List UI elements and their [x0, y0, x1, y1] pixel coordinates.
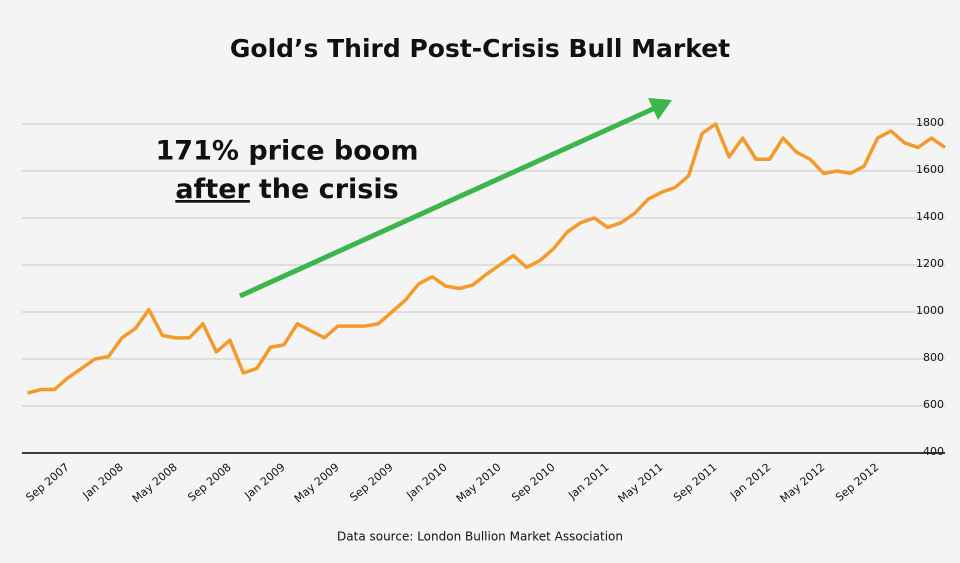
- trend-arrow: [238, 105, 657, 299]
- annotation-rest: the crisis: [259, 174, 399, 205]
- y-tick-label: 1200: [916, 257, 944, 270]
- y-tick-label: 400: [923, 445, 944, 458]
- y-tick-label: 1800: [916, 116, 944, 129]
- chart-title: Gold’s Third Post-Crisis Bull Market: [230, 34, 730, 63]
- annotation-emphasis: after: [175, 174, 250, 205]
- source-note: Data source: London Bullion Market Assoc…: [337, 530, 623, 544]
- y-tick-label: 600: [923, 398, 944, 411]
- arrow-head: [648, 98, 672, 120]
- y-tick-label: 1000: [916, 304, 944, 317]
- price-line: [27, 122, 947, 395]
- y-tick-label: 1400: [916, 210, 944, 223]
- annotation: after the crisis: [175, 174, 398, 205]
- annotation: 171% price boom: [156, 136, 419, 167]
- y-tick-label: 1600: [916, 163, 944, 176]
- y-tick-label: 800: [923, 351, 944, 364]
